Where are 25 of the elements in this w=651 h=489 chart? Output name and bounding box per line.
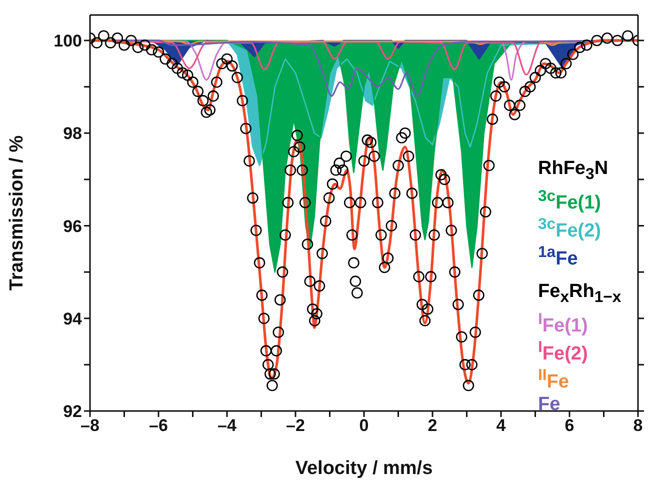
text: $^{1a}$Fe [538, 243, 579, 271]
x-tick-label: –8 [80, 416, 100, 436]
y-tick-label: 98 [63, 124, 82, 144]
y-tick-label: 96 [63, 216, 82, 236]
x-tick-label: 4 [496, 416, 506, 436]
text: $^{I}$Fe(2) [538, 338, 589, 366]
x-tick-label: 0 [359, 416, 369, 436]
text: $^{I}$Fe(1) [538, 310, 589, 337]
text: $^{3c}$Fe(1) [538, 186, 602, 214]
x-tick-label: 8 [633, 416, 643, 436]
text: $^{3c}$Fe(2) [538, 215, 602, 242]
x-axis-title: Velocity / mm/s [295, 458, 433, 479]
annotation: RhFe$_{3}$N [538, 158, 610, 185]
x-tick-label: 2 [428, 416, 438, 436]
x-tick-label: –4 [218, 416, 237, 436]
text: $^{II}$Fe [538, 366, 570, 394]
text: Fe [538, 394, 562, 416]
x-tick-label: 6 [564, 416, 574, 436]
annotation: Fe$_{x}$Rh$_{1−x}$ [538, 280, 622, 308]
y-tick-label: 92 [63, 402, 82, 422]
y-tick-label: 94 [63, 309, 83, 328]
y-tick-label: 100 [54, 32, 82, 51]
x-tick-label: –6 [149, 416, 168, 436]
y-axis-title: Transmission / % [6, 135, 28, 291]
x-tick-label: –2 [286, 416, 305, 436]
